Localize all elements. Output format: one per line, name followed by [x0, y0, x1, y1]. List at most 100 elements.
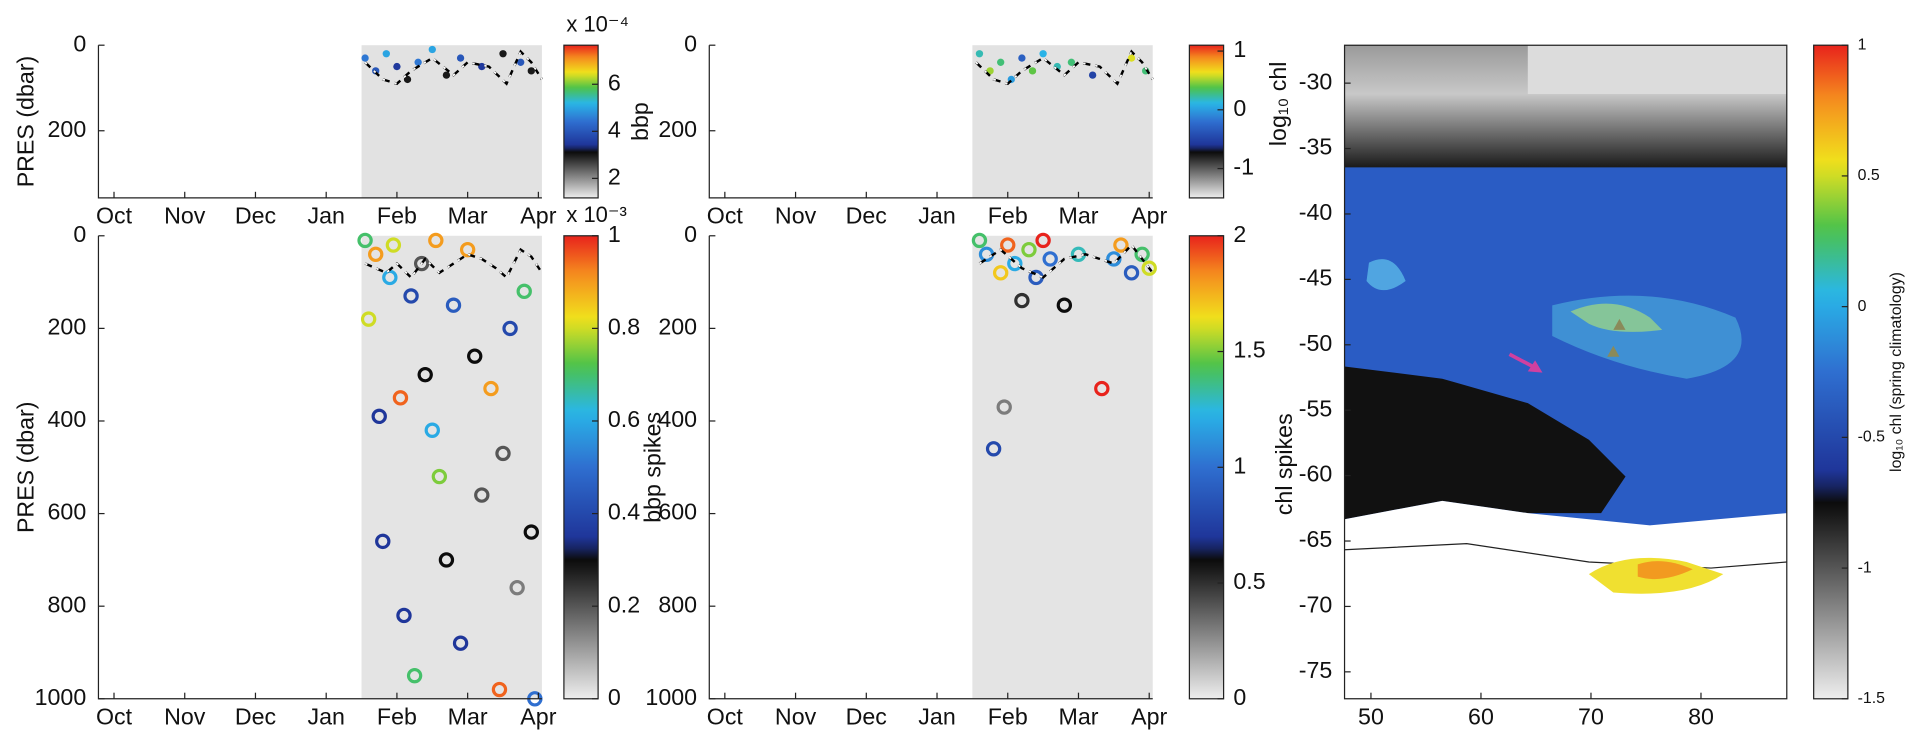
profile-point — [360, 311, 377, 327]
x-tick-label: Nov — [164, 703, 206, 729]
colorbar-tick-label: 0.5 — [1233, 568, 1265, 594]
axis-frame — [708, 45, 1153, 199]
x-tick-label: 70 — [1578, 703, 1604, 729]
y-tick-label: 0 — [684, 30, 697, 56]
profile-point — [459, 241, 476, 258]
y-tick-label: -60 — [1299, 461, 1333, 487]
x-tick-label: Mar — [1058, 703, 1098, 729]
y-tick-label: 200 — [658, 116, 697, 142]
profile-point — [516, 283, 532, 300]
y-tick-label: 600 — [48, 499, 87, 525]
y-axis-label: PRES (dbar) — [13, 56, 39, 188]
colorbar-tick-label: 0.4 — [608, 499, 640, 525]
x-tick-label: Oct — [707, 703, 744, 729]
colorbar-tick-label: 0 — [1233, 95, 1246, 121]
profile-point — [467, 348, 483, 364]
x-tick-label: Dec — [235, 203, 276, 229]
profile-point — [1035, 232, 1051, 249]
profile-point — [1127, 54, 1136, 62]
x-tick-label: Oct — [96, 703, 133, 729]
profile-point — [357, 232, 373, 249]
y-tick-label: 200 — [48, 314, 87, 340]
colorbar-tick-label: 4 — [608, 116, 621, 142]
profile-point — [975, 50, 984, 58]
colorbar — [1813, 44, 1849, 700]
profile-point — [1056, 297, 1073, 313]
x-tick-label: Feb — [377, 203, 417, 229]
y-tick-label: 200 — [658, 314, 697, 340]
y-tick-label: 200 — [48, 116, 87, 142]
profile-point — [997, 58, 1005, 66]
profile-point — [1014, 292, 1030, 309]
profile-point — [371, 408, 387, 425]
y-tick-label: -40 — [1299, 199, 1333, 225]
x-tick-label: Apr — [1131, 703, 1167, 729]
profile-point — [992, 265, 1009, 281]
y-tick-label: -65 — [1299, 526, 1333, 552]
colorbar-tick-label: 1 — [1233, 36, 1246, 62]
x-tick-label: Feb — [988, 703, 1028, 729]
x-tick-label: Mar — [1058, 203, 1098, 229]
profile-point — [445, 297, 462, 313]
profile-point — [1123, 265, 1140, 281]
y-tick-label: -45 — [1299, 264, 1333, 290]
y-tick-label: -70 — [1299, 592, 1333, 618]
profile-point — [368, 246, 384, 262]
colorbar-multiplier: x 10⁻⁴ — [566, 11, 629, 36]
profile-point — [413, 255, 430, 272]
profile-point — [361, 54, 369, 62]
y-tick-label: 600 — [658, 499, 697, 525]
profile-point — [456, 54, 465, 62]
y-tick-label: 0 — [684, 221, 697, 247]
profile-point — [442, 71, 451, 79]
x-tick-label: Apr — [520, 703, 556, 729]
x-tick-label: Jan — [307, 203, 344, 229]
colorbar-tick-label: 2 — [608, 164, 621, 190]
colorbar-tick-label: 0.2 — [608, 591, 640, 617]
y-tick-label: 400 — [658, 406, 697, 432]
y-tick-label: 0 — [73, 30, 86, 56]
mixed-layer-depth — [978, 243, 1154, 279]
y-tick-label: 1000 — [645, 684, 697, 710]
profile-point — [1141, 260, 1157, 276]
colorbar-tick-label: 0 — [608, 684, 621, 710]
profile-point — [1039, 50, 1047, 58]
y-axis-label: PRES (dbar) — [13, 402, 39, 534]
x-tick-label: Dec — [235, 703, 276, 729]
y-tick-label: 1000 — [35, 684, 87, 710]
profile-background — [361, 235, 542, 699]
axis-frame — [1343, 44, 1788, 700]
x-tick-label: Nov — [775, 703, 817, 729]
x-tick-label: Jan — [307, 703, 344, 729]
colorbar-tick-label: 1 — [608, 221, 621, 247]
profile-point — [1018, 54, 1026, 62]
colorbar — [1188, 44, 1225, 199]
colorbar-tick-label: 2 — [1233, 221, 1246, 247]
profile-point — [1088, 71, 1097, 79]
profile-point — [428, 232, 444, 249]
mixed-layer-depth — [364, 247, 543, 280]
y-tick-label: -55 — [1299, 395, 1333, 421]
colorbar-tick-label: 0.5 — [1858, 167, 1880, 184]
profile-point — [483, 380, 499, 397]
profile-point — [499, 50, 507, 58]
profile-point — [509, 579, 525, 596]
colorbar-tick-label: -1.5 — [1858, 690, 1886, 707]
y-tick-label: 800 — [658, 591, 697, 617]
colorbar-multiplier: x 10⁻³ — [566, 202, 626, 227]
profile-point — [1042, 251, 1058, 267]
profile-point — [428, 45, 436, 54]
profile-background — [972, 235, 1153, 699]
profile-point — [438, 552, 455, 568]
colorbar-tick-label: 0.6 — [608, 406, 640, 432]
colorbar — [563, 235, 599, 700]
profile-point — [452, 635, 469, 651]
profile-point — [392, 390, 409, 406]
x-tick-label: Mar — [448, 703, 488, 729]
side-label: log₁₀ chl — [1265, 62, 1291, 147]
profile-point — [523, 524, 539, 540]
colorbar-tick-label: 1 — [1233, 452, 1246, 478]
x-tick-label: Jan — [918, 203, 955, 229]
y-tick-label: -35 — [1299, 134, 1333, 160]
